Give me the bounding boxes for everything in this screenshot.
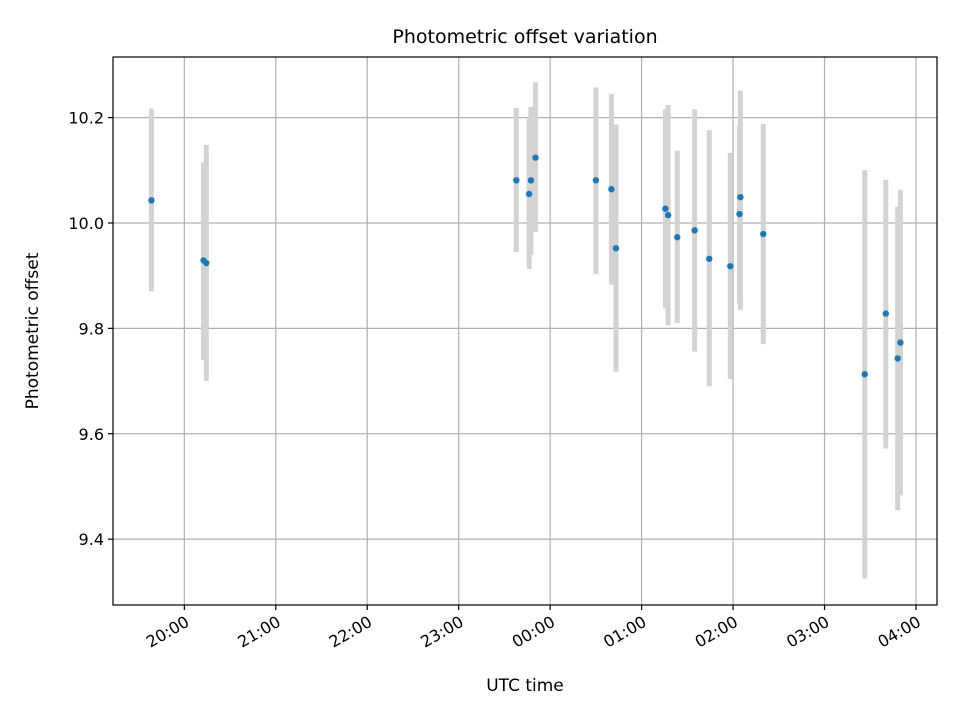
chart-title: Photometric offset variation (392, 26, 657, 48)
data-points (148, 154, 904, 378)
data-point (706, 255, 713, 263)
grid-lines (113, 57, 937, 605)
data-point (513, 177, 520, 184)
plot-frame (112, 56, 938, 606)
data-point (737, 193, 744, 201)
y-axis-ticks: 9.4 9.6 9.8 10.0 10.2 (68, 109, 113, 549)
data-point (674, 234, 681, 241)
data-point (760, 230, 767, 238)
data-point (882, 310, 889, 317)
data-point (525, 190, 533, 198)
data-point (592, 177, 600, 184)
data-point (861, 371, 868, 378)
data-point (691, 227, 698, 234)
y-tick-label: 9.8 (79, 319, 104, 338)
y-tick-label: 10.2 (68, 109, 104, 128)
data-point (727, 262, 734, 270)
y-tick-label: 9.6 (79, 425, 104, 444)
data-point (664, 211, 672, 219)
y-axis-label: Photometric offset (23, 252, 43, 409)
x-axis-label: UTC time (486, 676, 564, 696)
y-tick-label: 10.0 (68, 214, 104, 233)
data-point (203, 259, 210, 267)
data-point (532, 154, 539, 161)
data-point (897, 339, 904, 346)
data-point (662, 205, 669, 212)
data-point (612, 245, 620, 252)
data-point (894, 355, 901, 362)
data-point (527, 177, 535, 184)
y-tick-label: 9.4 (79, 530, 104, 549)
data-point (736, 210, 743, 218)
data-point (148, 197, 155, 204)
data-point (608, 186, 615, 193)
